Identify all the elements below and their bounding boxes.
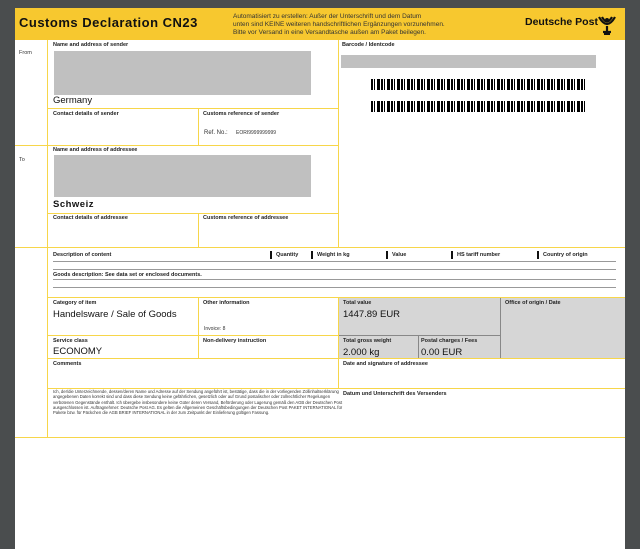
addressee-country: Schweiz	[53, 199, 94, 210]
category-label: Category of item	[53, 300, 97, 306]
instruction-line: unten sind KEINE weiteren handschriftlic…	[233, 21, 445, 28]
cn23-form-page: Customs Declaration CN23 Automatisiert z…	[15, 8, 625, 549]
divider	[48, 335, 348, 336]
total-value: 1447.89 EUR	[343, 309, 401, 320]
redacted-addressee-address	[54, 155, 311, 197]
divider	[47, 40, 48, 437]
non-delivery-label: Non-delivery instruction	[203, 338, 267, 344]
sender-signature-label: Datum und Unterschrift des Versenders	[343, 391, 447, 397]
service-class-value: ECONOMY	[53, 346, 103, 357]
col-weight: Weight in kg	[317, 252, 350, 258]
customs-office-area	[339, 298, 625, 358]
instruction-line: Bitte vor Versand in eine Versandtasche …	[233, 29, 426, 36]
divider	[198, 108, 199, 145]
divider	[339, 335, 500, 336]
col-separator	[451, 251, 453, 259]
divider	[48, 213, 338, 214]
divider	[338, 297, 339, 388]
divider	[48, 358, 625, 359]
brand-name: Deutsche Post	[525, 16, 598, 28]
sender-contact-label: Contact details of sender	[53, 111, 119, 117]
divider	[48, 297, 625, 298]
ref-no-prefix: Ref. No.:	[204, 130, 228, 136]
divider	[500, 298, 501, 358]
divider	[15, 145, 338, 146]
col-description: Description of content	[53, 252, 112, 258]
col-country-origin: Country of origin	[543, 252, 588, 258]
divider	[198, 297, 199, 358]
total-value-label: Total value	[343, 300, 372, 306]
form-header: Customs Declaration CN23 Automatisiert z…	[15, 8, 625, 40]
service-class-label: Service class	[53, 338, 88, 344]
divider	[338, 40, 339, 247]
col-separator	[311, 251, 313, 259]
row-line	[53, 261, 616, 262]
col-separator	[270, 251, 272, 259]
barcode-image	[371, 79, 585, 90]
addressee-contact-label: Contact details of addressee	[53, 215, 128, 221]
barcode-label: Barcode / Identcode	[342, 42, 395, 48]
gross-weight-label: Total gross weight	[343, 338, 392, 344]
divider	[48, 388, 625, 389]
col-value: Value	[392, 252, 407, 258]
col-quantity: Quantity	[276, 252, 299, 258]
divider	[15, 437, 625, 438]
col-separator	[386, 251, 388, 259]
from-label: From	[19, 50, 32, 56]
posthorn-logo-icon	[598, 16, 616, 35]
divider	[418, 336, 419, 358]
sender-country: Germany	[53, 95, 93, 106]
row-line	[53, 269, 616, 270]
to-label: To	[19, 157, 25, 163]
category-value: Handelsware / Sale of Goods	[53, 309, 177, 320]
col-separator	[537, 251, 539, 259]
row-line	[53, 279, 616, 280]
redacted-identcode	[341, 55, 596, 68]
form-title: Customs Declaration CN23	[19, 15, 198, 30]
addressee-signature-label: Date and signature of addressee	[343, 361, 428, 367]
postal-charges-label: Postal charges / Fees	[421, 338, 478, 344]
row-line	[53, 287, 616, 288]
header-instructions: Automatisiert zu erstellen: Außer der Un…	[233, 13, 445, 37]
ref-no-value: EORI9999999999	[236, 130, 277, 136]
comments-label: Comments	[53, 361, 82, 367]
invoice-number: Invoice: 8	[204, 326, 226, 332]
addressee-name-label: Name and address of addressee	[53, 147, 138, 153]
legal-declaration-text: Ich, der/die Unterzeichnende, dessen/der…	[53, 389, 343, 416]
postal-charges-value: 0.00 EUR	[421, 347, 463, 358]
goods-description: Goods description: See data set or enclo…	[53, 272, 202, 278]
divider	[48, 108, 338, 109]
addressee-customs-ref-label: Customs reference of addressee	[203, 215, 289, 221]
instruction-line: Automatisiert zu erstellen: Außer der Un…	[233, 13, 422, 20]
sender-name-label: Name and address of sender	[53, 42, 129, 48]
divider	[198, 213, 199, 247]
sender-customs-ref-label: Customs reference of sender	[203, 111, 280, 117]
other-info-label: Other information	[203, 300, 250, 306]
office-origin-label: Office of origin / Date	[505, 300, 561, 306]
redacted-sender-address	[54, 51, 311, 95]
barcode-image	[371, 101, 585, 112]
divider	[15, 247, 625, 248]
gross-weight-value: 2.000 kg	[343, 347, 380, 358]
col-hs-tariff: HS tariff number	[457, 252, 501, 258]
